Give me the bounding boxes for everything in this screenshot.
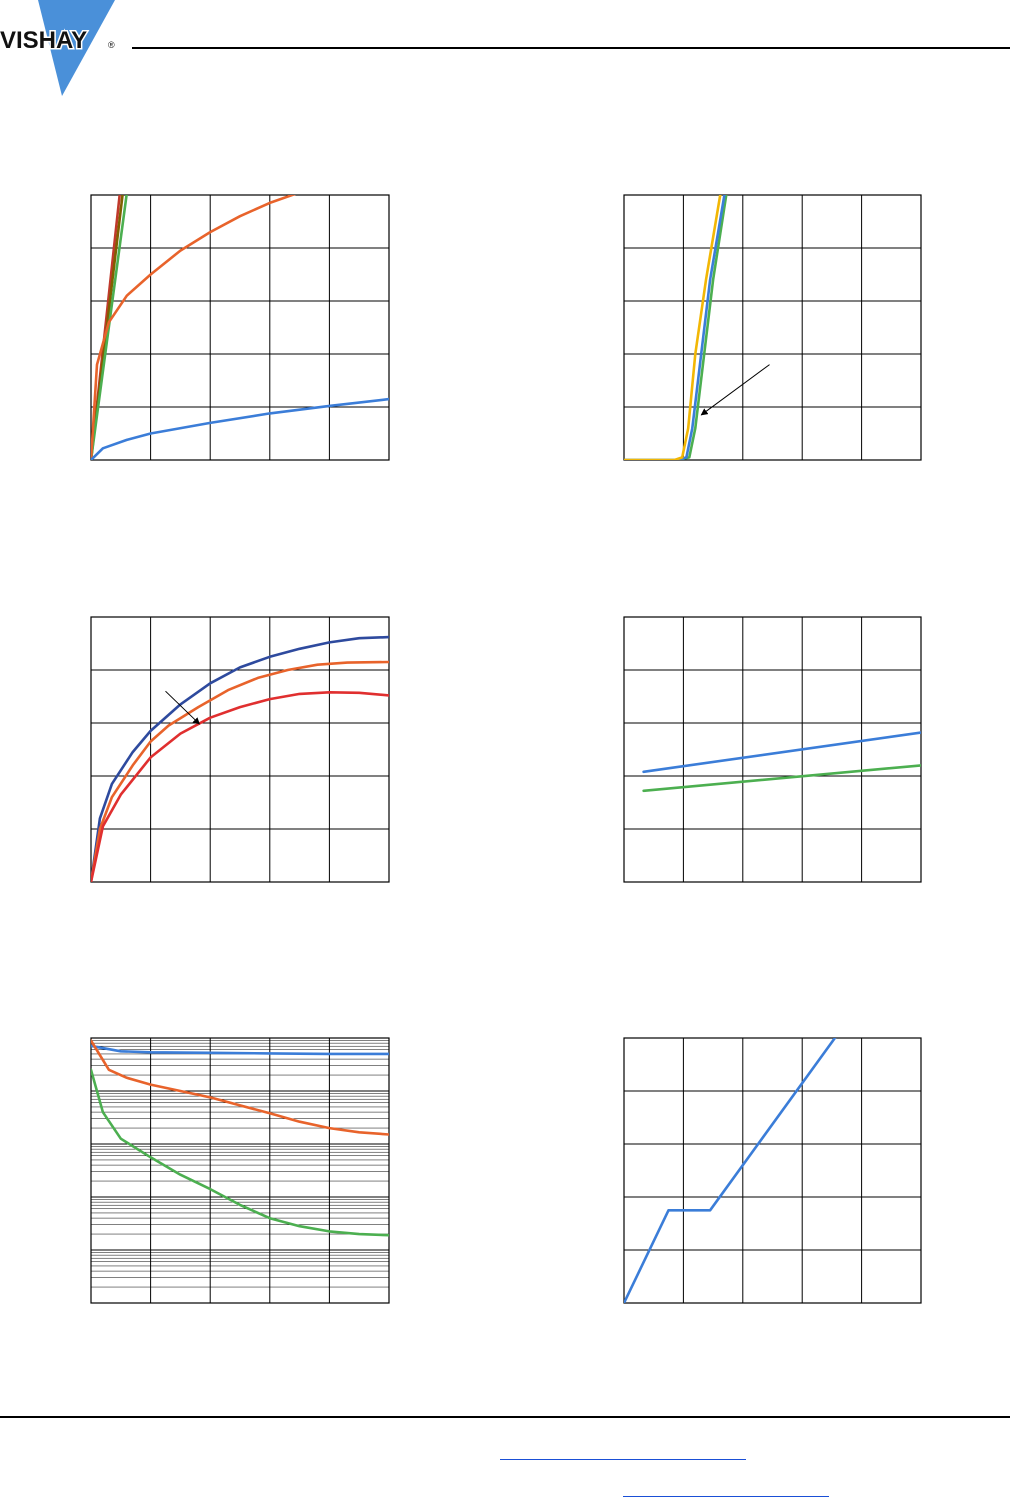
logo-text: VISHAY <box>0 27 87 54</box>
footer-link-1[interactable] <box>500 1459 746 1460</box>
series-line-2 <box>642 764 921 793</box>
plot-frame <box>623 194 922 461</box>
footer-link-2[interactable] <box>623 1496 829 1497</box>
annotation-arrow <box>700 364 770 416</box>
logo-triangle <box>38 0 115 96</box>
logo-registered-mark: ® <box>108 40 115 50</box>
series-line-2 <box>91 660 389 882</box>
series-line-3 <box>91 691 389 882</box>
annotation-arrow <box>165 690 200 725</box>
series-line-2 <box>91 1039 389 1136</box>
series-line-1 <box>642 731 921 774</box>
plot-frame <box>90 194 390 461</box>
series-line-1 <box>624 195 728 460</box>
plot-frame <box>623 1037 922 1304</box>
series-line-2 <box>624 195 726 460</box>
series-line-1 <box>91 635 389 882</box>
series-line-3 <box>624 195 722 460</box>
chart-4 <box>623 616 922 883</box>
chart-6 <box>623 1037 922 1304</box>
plot-frame <box>90 616 390 883</box>
plot-frame <box>623 616 922 883</box>
plot-frame <box>90 1037 390 1304</box>
chart-1 <box>90 194 390 461</box>
series-line-5 <box>91 397 389 460</box>
series-line-3 <box>91 195 128 460</box>
series-line-1 <box>624 1038 837 1303</box>
chart-5 <box>90 1037 390 1304</box>
vishay-logo: VISHAY ® <box>0 0 130 100</box>
series-line-3 <box>91 1068 389 1237</box>
header-rule <box>132 47 1010 49</box>
chart-3 <box>90 616 390 883</box>
series-line-4 <box>91 195 297 460</box>
footer-rule <box>0 1416 1010 1418</box>
series-line-1 <box>91 1044 389 1056</box>
chart-2 <box>623 194 922 461</box>
